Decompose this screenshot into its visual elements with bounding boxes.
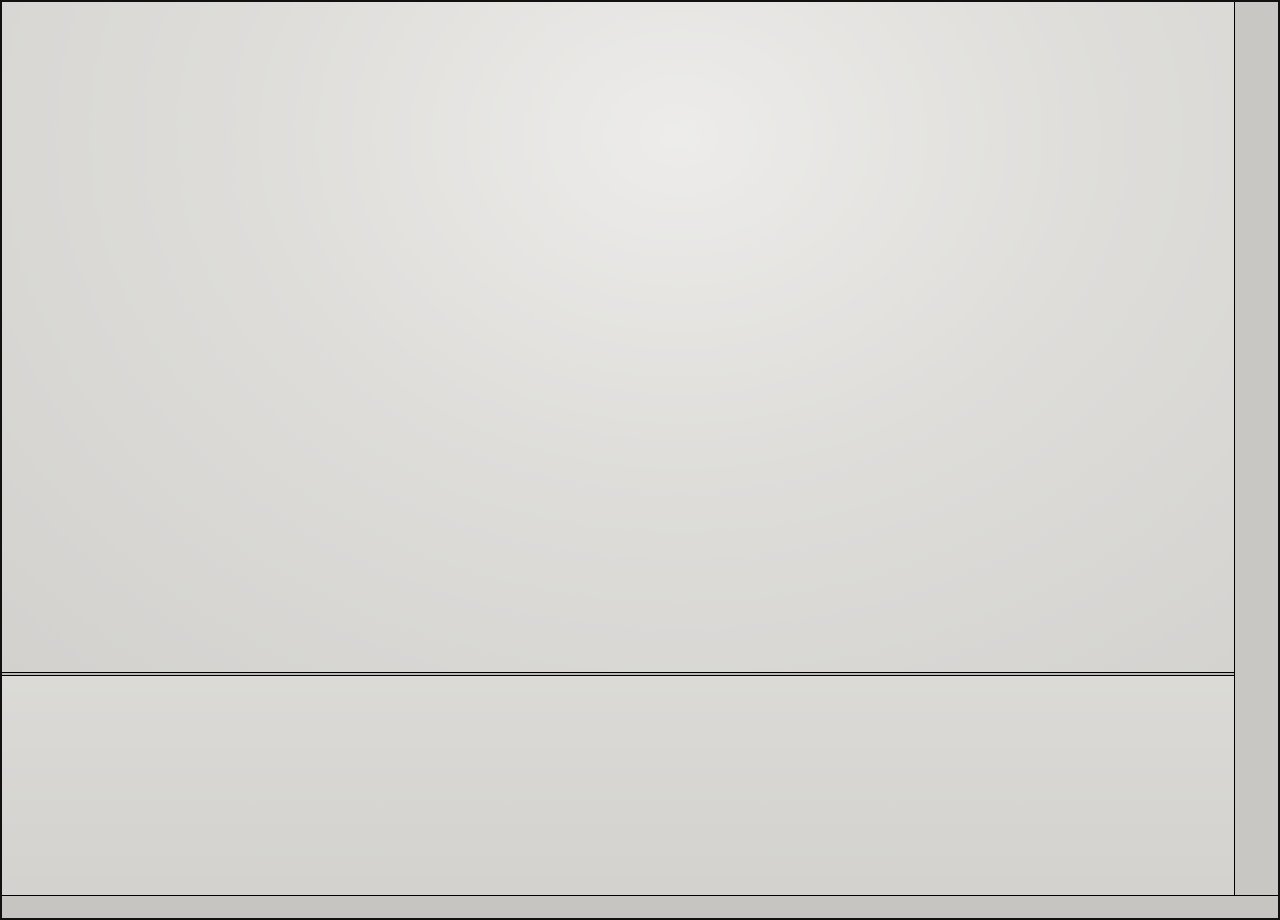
price-chart-canvas: [2, 2, 1234, 672]
time-axis[interactable]: [2, 895, 1278, 918]
pane-divider[interactable]: [2, 672, 1234, 676]
price-axis[interactable]: [1234, 2, 1278, 895]
stochastic-canvas: [2, 676, 1234, 895]
main-chart-pane[interactable]: [2, 2, 1234, 672]
stochastic-pane[interactable]: [2, 676, 1234, 895]
